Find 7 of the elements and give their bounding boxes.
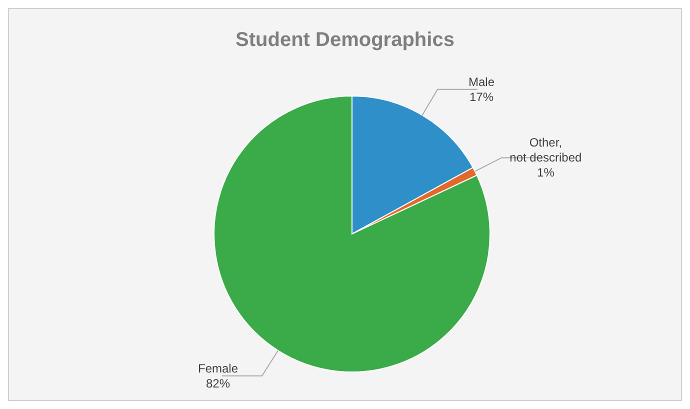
- data-label: 82%: [206, 376, 230, 390]
- chart-title: Student Demographics: [236, 29, 454, 51]
- data-label: 17%: [470, 90, 494, 104]
- slice-label: Male: [468, 74, 495, 89]
- slice-label: Other, not described: [510, 136, 582, 165]
- slice-label: Female: [198, 361, 238, 376]
- data-label: 1%: [537, 166, 555, 180]
